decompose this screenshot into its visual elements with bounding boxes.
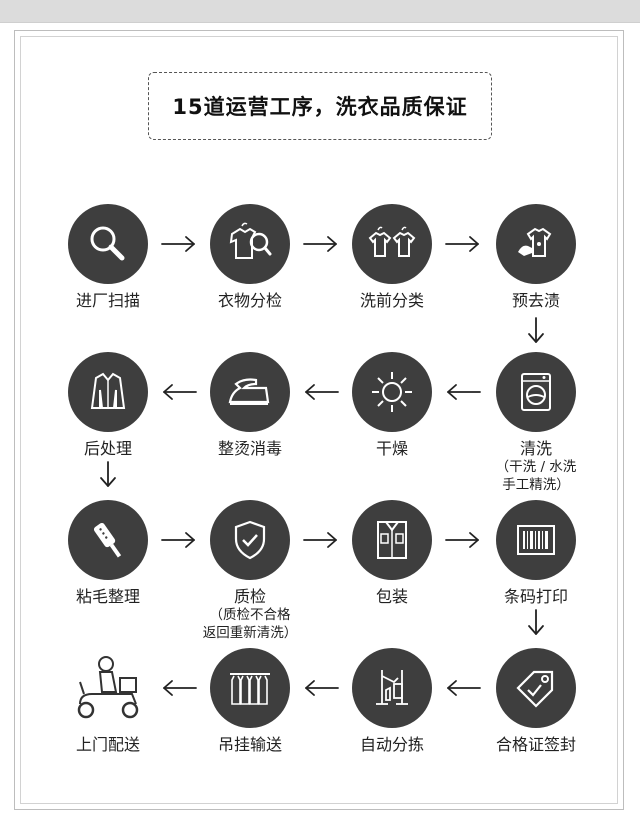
magnifier-icon [68,204,148,284]
step-hanging-convey: 吊挂输送 [190,648,310,754]
step-pre-wash-sort: 洗前分类 [332,204,452,310]
step-drying: 干燥 [332,352,452,458]
step-label: 吊挂输送 [217,735,282,754]
step-auto-sorting: 自动分拣 [332,648,452,754]
step-label: 后处理 [83,439,132,458]
step-washing: 清洗 （干洗 / 水洗 手工精洗） [476,352,596,494]
step-quality-check: 质检 （质检不合格 返回重新清洗） [190,500,310,642]
barcode-icon [496,500,576,580]
step-packaging: 包装 [332,500,452,606]
iron-icon [210,352,290,432]
page-title: 15道运营工序，洗衣品质保证 [172,95,468,119]
step-label: 合格证签封 [495,735,576,754]
jacket-icon [68,352,148,432]
step-label: 整烫消毒 [217,439,282,458]
step-label: 条码打印 [503,587,568,606]
step-label: 上门配送 [75,735,140,754]
step-barcode-print: 条码打印 [476,500,596,606]
step-certificate-seal: 合格证签封 [476,648,596,754]
step-post-process: 后处理 [48,352,168,458]
tag-icon [496,648,576,728]
step-note: （干洗 / 水洗 [495,459,577,475]
shirt-inspect-icon [210,204,290,284]
top-bar [0,0,640,23]
step-label: 预去渍 [511,291,560,310]
step-label: 质检 [233,587,266,606]
stain-hand-icon [496,204,576,284]
step-label: 干燥 [375,439,408,458]
delivery-scooter-icon [66,648,150,728]
shield-check-icon [210,500,290,580]
packed-shirt-icon [352,500,432,580]
step-label: 洗前分类 [359,291,424,310]
title-box: 15道运营工序，洗衣品质保证 [148,72,492,140]
step-label: 粘毛整理 [75,587,140,606]
step-label: 清洗 [519,439,552,458]
step-garment-inspect: 衣物分检 [190,204,310,310]
step-pre-stain: 预去渍 [476,204,596,310]
inner-frame [20,36,618,804]
hanger-sort-icon [352,648,432,728]
step-note: 手工精洗） [502,477,570,493]
step-note: （质检不合格 [209,607,291,623]
step-ironing-disinfect: 整烫消毒 [190,352,310,458]
step-note: 返回重新清洗） [202,625,298,641]
step-label: 自动分拣 [359,735,424,754]
lint-roller-icon [68,500,148,580]
washing-machine-icon [496,352,576,432]
step-label: 进厂扫描 [75,291,140,310]
sun-icon [352,352,432,432]
shirts-sort-icon [352,204,432,284]
step-label: 衣物分检 [217,291,282,310]
step-delivery: 上门配送 [48,648,168,754]
outer-frame [14,30,624,810]
step-intake-scan: 进厂扫描 [48,204,168,310]
step-label: 包装 [375,587,408,606]
step-lint-removal: 粘毛整理 [48,500,168,606]
garment-rack-icon [210,648,290,728]
